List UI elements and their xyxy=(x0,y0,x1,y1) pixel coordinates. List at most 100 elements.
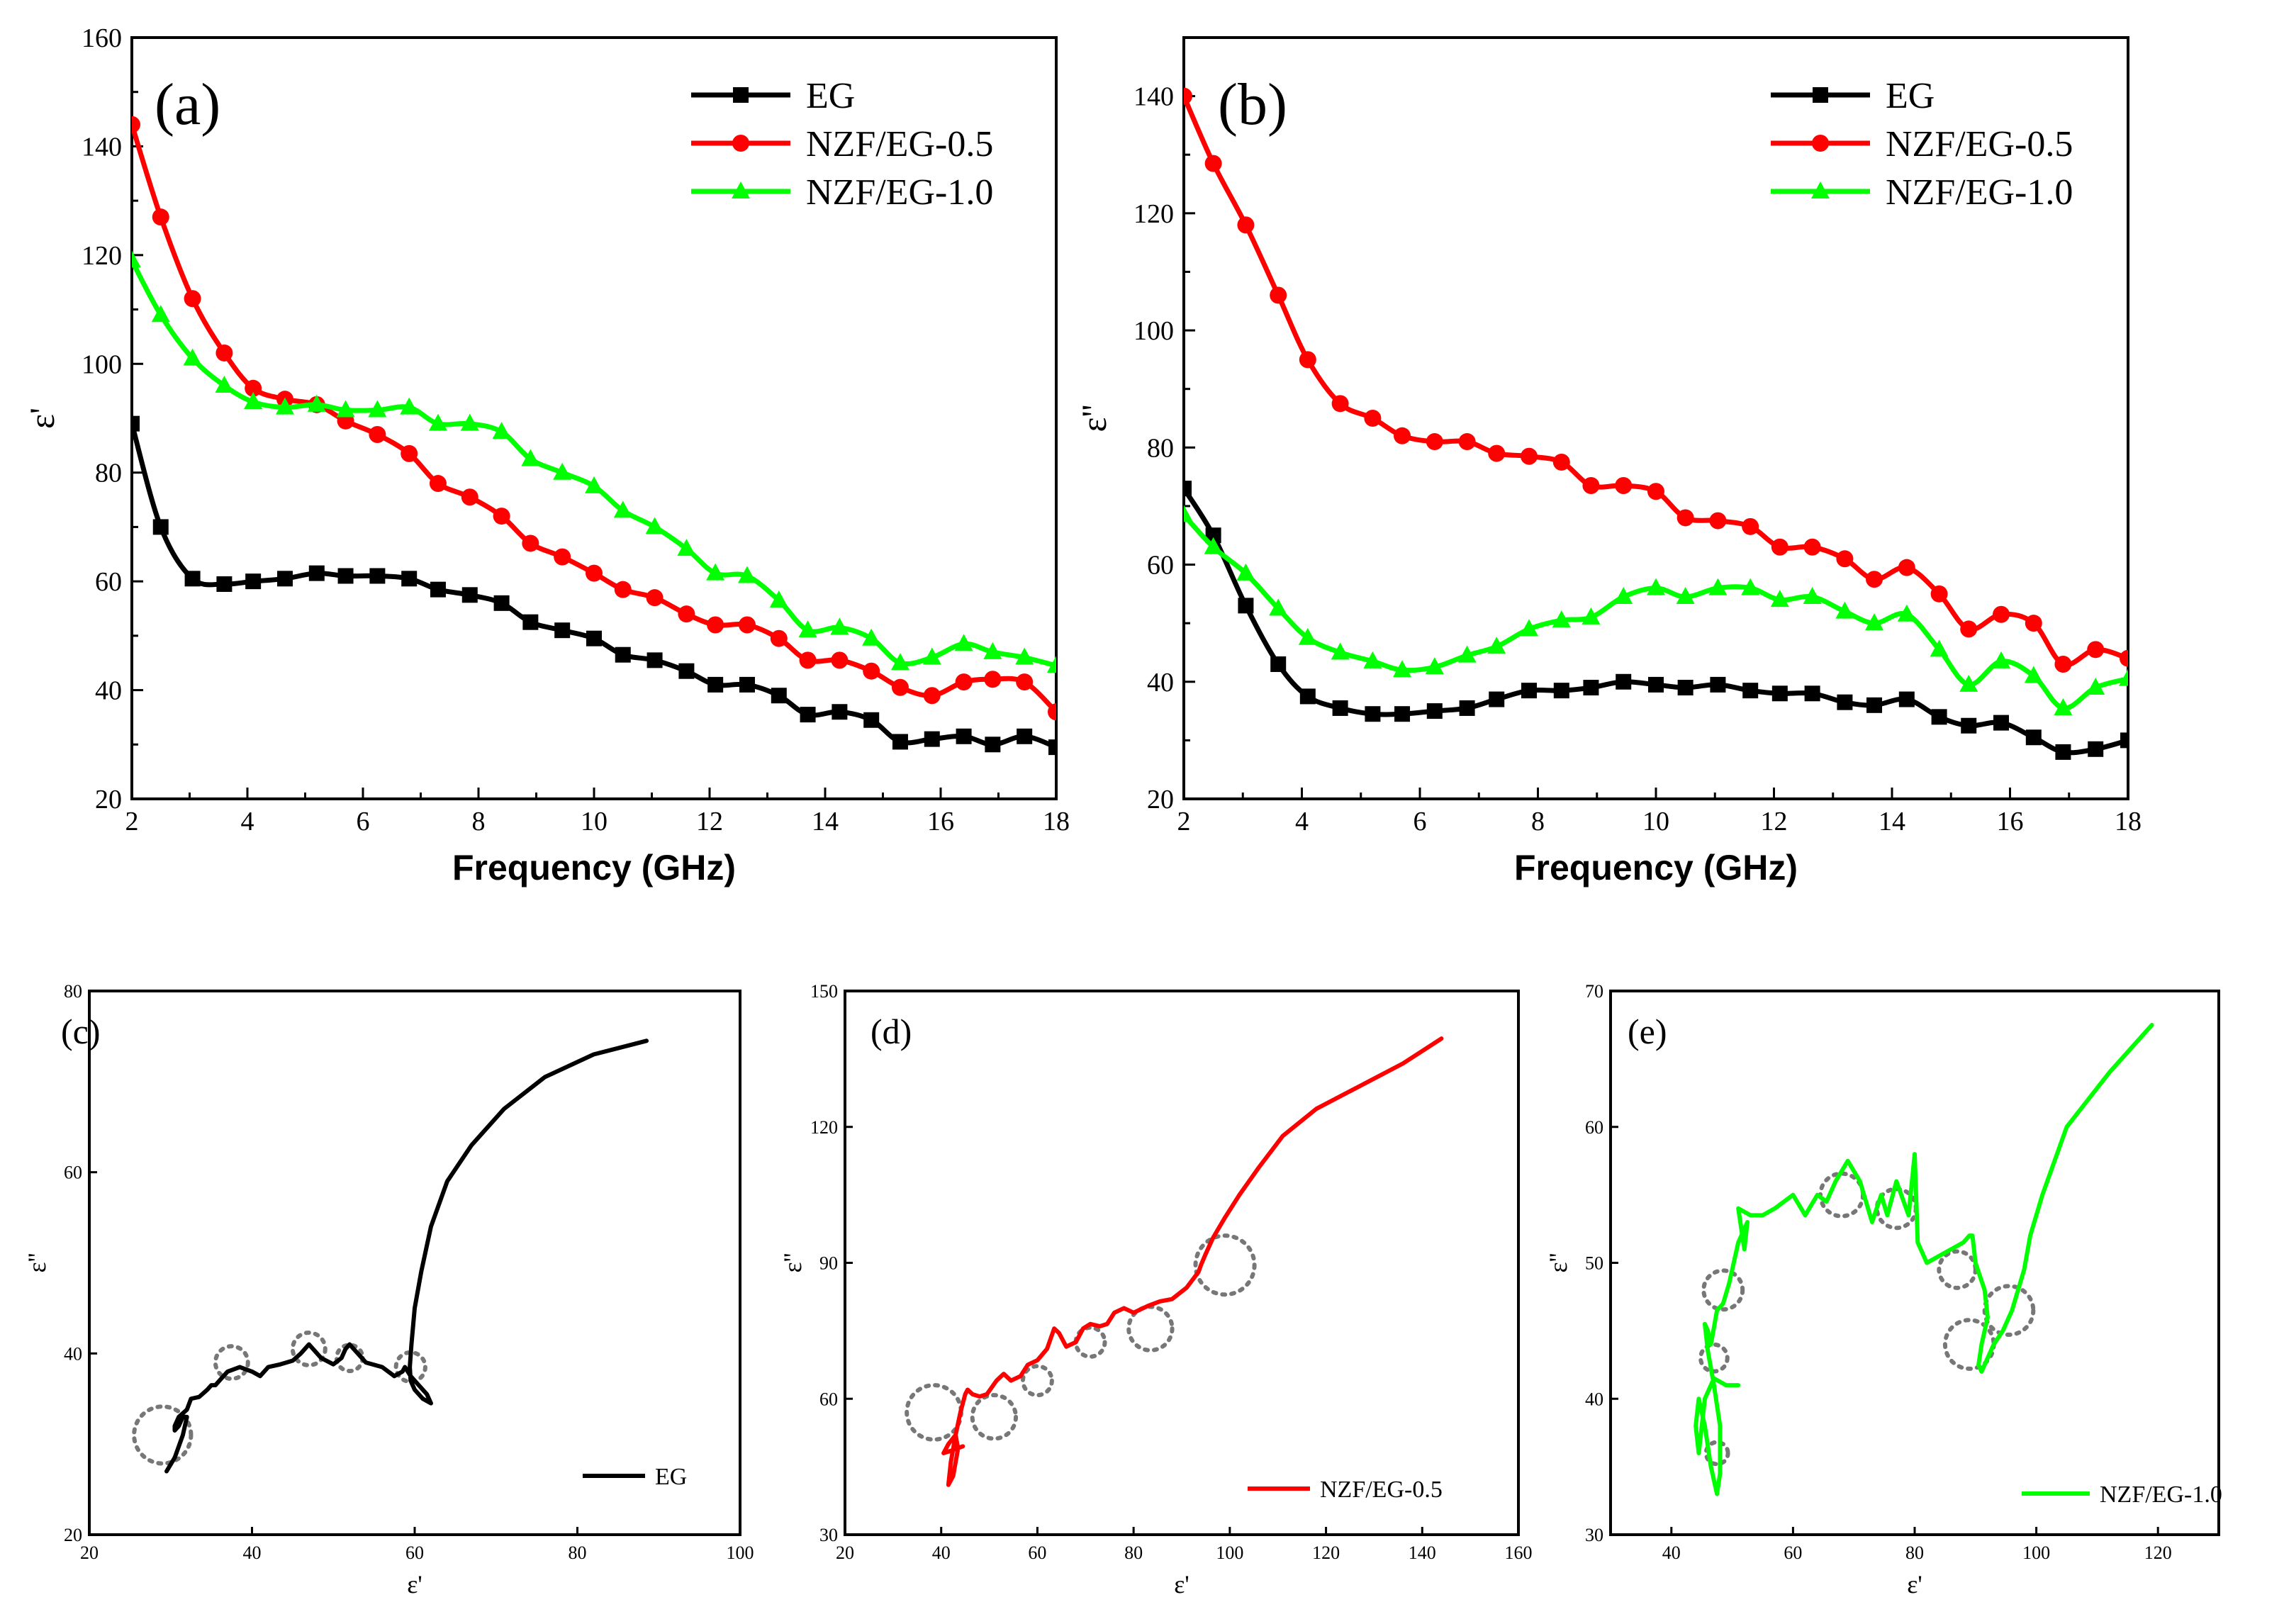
y-tick-label: 20 xyxy=(1147,785,1174,814)
data-point-circle xyxy=(770,629,788,647)
legend: EG NZF/EG-0.5 NZF/EG-1.0 xyxy=(1771,76,2073,213)
data-point-square xyxy=(1238,598,1254,614)
y-axis-label: ε'' xyxy=(778,1253,807,1272)
data-point-circle xyxy=(461,488,478,506)
data-point-circle xyxy=(614,581,632,598)
x-axis-label: ε' xyxy=(407,1570,422,1598)
x-tick-label: 2 xyxy=(1177,807,1191,836)
panel-label: (c) xyxy=(61,1012,101,1051)
data-point-circle xyxy=(2120,649,2128,667)
legend-label: NZF/EG-0.5 xyxy=(806,124,993,164)
legend-marker-square xyxy=(1813,87,1828,103)
data-point-circle xyxy=(1048,703,1056,721)
semicircle-marker xyxy=(1698,1342,1730,1374)
series-line-nzf-eg-1-0 xyxy=(132,258,1056,668)
y-axis-label: ε' xyxy=(22,408,62,429)
data-point-triangle xyxy=(1708,578,1728,595)
data-point-triangle xyxy=(1552,610,1571,628)
data-point-triangle xyxy=(1803,586,1822,604)
x-tick-label: 16 xyxy=(1997,807,2024,836)
data-point-triangle xyxy=(1770,590,1789,607)
x-tick-label: 12 xyxy=(696,807,723,836)
x-tick-label: 20 xyxy=(836,1542,854,1563)
x-tick-label: 20 xyxy=(80,1542,99,1563)
data-point-square xyxy=(1710,676,1726,693)
data-point-square xyxy=(1332,700,1348,716)
semicircle-marker xyxy=(213,1344,250,1382)
data-point-square xyxy=(924,731,940,747)
series-line-nzf-eg-1-0 xyxy=(1694,1022,2154,1496)
data-point-square xyxy=(554,622,571,639)
data-point-triangle xyxy=(400,397,419,415)
panel-a: 2 4 6 8 10 12 14 16 18 20 40 60 80 100 120 140 160 Freque… xyxy=(22,23,1070,887)
data-point-square xyxy=(646,652,663,668)
data-point-triangle xyxy=(460,413,479,431)
data-point-square xyxy=(1961,717,1977,734)
data-point-square xyxy=(1426,703,1443,719)
data-point-square xyxy=(308,565,325,581)
data-point-square xyxy=(1742,683,1759,699)
data-point-triangle xyxy=(613,500,632,518)
semicircle-marker xyxy=(132,1404,194,1466)
y-tick-label: 60 xyxy=(819,1389,838,1409)
x-tick-label: 12 xyxy=(1761,807,1788,836)
data-point-square xyxy=(800,707,816,723)
legend-marker-circle xyxy=(1812,135,1829,152)
x-tick-label: 60 xyxy=(1784,1542,1802,1563)
panel-d: 20 40 60 80 100 120 140 160 30 60 90 120 150 ε' ε'' (d)… xyxy=(778,981,1533,1598)
data-point-square xyxy=(1017,728,1033,744)
legend: NZF/EG-0.5 xyxy=(1248,1477,1443,1503)
data-point-circle xyxy=(586,564,603,582)
data-point-triangle xyxy=(1959,674,1978,692)
data-point-square xyxy=(1205,527,1221,544)
data-point-square xyxy=(1837,694,1853,710)
data-point-circle xyxy=(799,651,817,669)
y-tick-label: 60 xyxy=(1585,1117,1603,1138)
data-point-circle xyxy=(1458,433,1476,451)
data-point-triangle xyxy=(1992,651,2011,668)
data-point-square xyxy=(337,568,354,584)
data-point-circle xyxy=(1676,509,1694,527)
y-tick-label: 120 xyxy=(1133,199,1174,229)
data-point-triangle xyxy=(737,566,756,583)
semicircle-marker xyxy=(290,1330,328,1367)
legend-marker-triangle xyxy=(732,181,750,198)
panel-label: (d) xyxy=(871,1012,912,1051)
legend-label: NZF/EG-0.5 xyxy=(1320,1477,1443,1503)
y-tick-label: 90 xyxy=(819,1253,838,1274)
data-point-triangle xyxy=(1676,586,1695,604)
data-point-triangle xyxy=(677,539,696,556)
data-point-circle xyxy=(1488,444,1506,462)
x-tick-label: 14 xyxy=(1879,807,1905,836)
data-point-square xyxy=(461,587,478,603)
data-point-circle xyxy=(2025,615,2042,632)
x-tick-label: 60 xyxy=(405,1542,424,1563)
data-point-square xyxy=(2120,732,2128,749)
data-point-triangle xyxy=(954,634,973,651)
data-point-square xyxy=(739,676,755,693)
data-point-square xyxy=(1521,683,1538,699)
data-point-triangle xyxy=(1835,601,1854,619)
data-point-triangle xyxy=(585,476,603,493)
x-tick-label: 80 xyxy=(1905,1542,1924,1563)
data-point-triangle xyxy=(1393,660,1412,678)
data-point-circle xyxy=(554,548,571,566)
y-tick-label: 80 xyxy=(95,459,122,488)
data-point-square xyxy=(1394,706,1411,722)
data-point-circle xyxy=(738,616,756,634)
x-tick-label: 18 xyxy=(1043,807,1070,836)
data-point-circle xyxy=(1237,216,1255,234)
y-tick-label: 40 xyxy=(1147,668,1174,698)
data-point-square xyxy=(216,576,233,592)
x-axis-label: ε' xyxy=(1907,1570,1922,1598)
data-point-circle xyxy=(1394,427,1411,444)
data-point-circle xyxy=(493,508,510,525)
data-point-square xyxy=(132,415,140,432)
y-tick-label: 150 xyxy=(810,981,838,1002)
data-point-square xyxy=(1616,673,1632,690)
x-tick-label: 100 xyxy=(2022,1542,2050,1563)
data-point-square xyxy=(832,704,848,720)
data-point-circle xyxy=(1521,447,1538,465)
data-point-triangle xyxy=(922,647,941,665)
